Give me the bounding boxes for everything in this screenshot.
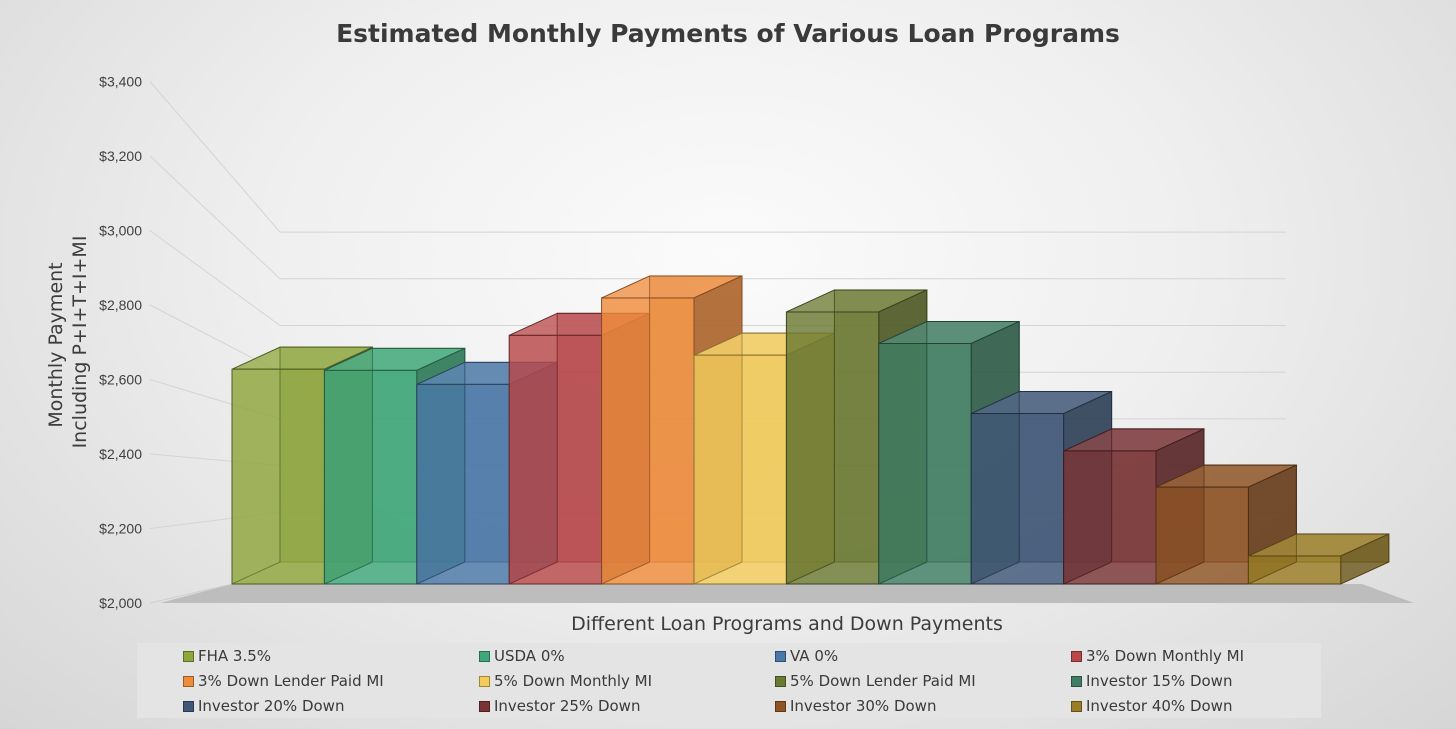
legend-item: Investor 20% Down: [183, 695, 344, 717]
y-axis-label-line-1: Monthly Payment: [45, 262, 67, 427]
chart-floor: [160, 584, 1414, 603]
bar-bottom-edge: [601, 561, 650, 585]
gridline: [149, 155, 1286, 280]
legend-item: FHA 3.5%: [183, 645, 271, 667]
floor-edge: [149, 583, 233, 604]
legend-label: VA 0%: [790, 647, 839, 665]
bar-bottom-edge: [508, 561, 558, 585]
bar-bottom-edge: [970, 561, 1020, 585]
bar-front-face: [970, 413, 1065, 585]
legend-label: Investor 30% Down: [790, 697, 937, 715]
bar-bottom-edge: [878, 561, 928, 585]
legend-item: Investor 40% Down: [1071, 695, 1232, 717]
y-tick-label: $2,200: [99, 521, 142, 537]
x-axis-label: Different Loan Programs and Down Payment…: [571, 613, 1003, 635]
legend-swatch: [775, 650, 786, 662]
bar-front-face: [1063, 450, 1157, 585]
legend-item: 5% Down Lender Paid MI: [775, 670, 976, 692]
bar-front-face: [693, 354, 787, 585]
legend-label: 5% Down Lender Paid MI: [790, 672, 976, 690]
legend: FHA 3.5% USDA 0% VA 0% 3% Down Monthly MI 3%…: [137, 643, 1321, 718]
y-tick-label: $2,400: [99, 446, 142, 462]
bar-front-face: [1155, 486, 1249, 585]
y-tick-label: $3,400: [99, 74, 142, 90]
gridline: [149, 81, 1286, 233]
legend-label: Investor 25% Down: [494, 697, 641, 715]
legend-swatch: [183, 650, 194, 662]
legend-label: USDA 0%: [494, 647, 565, 665]
legend-swatch: [479, 700, 490, 712]
bar-bottom-edge: [324, 561, 373, 585]
legend-swatch: [479, 650, 490, 662]
y-tick-label: $2,600: [99, 372, 142, 388]
legend-swatch: [479, 675, 490, 687]
bar: [1247, 533, 1390, 585]
y-axis-label: Monthly Payment Including P+I+T+I+MI: [45, 236, 91, 449]
bar-front-face: [601, 297, 695, 585]
bar-front-face: [508, 334, 603, 585]
bar-bottom-edge: [1248, 561, 1297, 585]
legend-swatch: [775, 700, 786, 712]
legend-item: 5% Down Monthly MI: [479, 670, 652, 692]
bar-front-face: [231, 368, 325, 585]
bar-bottom-edge: [1155, 561, 1205, 585]
bar-front-face: [878, 342, 972, 585]
bar-front-face: [416, 383, 510, 585]
legend-item: Investor 15% Down: [1071, 670, 1232, 692]
legend-swatch: [1071, 700, 1082, 712]
legend-swatch: [183, 700, 194, 712]
y-axis-ticks: $2,000 $2,200 $2,400 $2,600 $2,800 $3,000 $3,2…: [99, 74, 142, 612]
y-tick-label: $3,000: [99, 223, 142, 239]
bars: [231, 275, 1390, 585]
legend-item: Investor 30% Down: [775, 695, 936, 717]
legend-swatch: [1071, 675, 1082, 687]
y-tick-label: $3,200: [99, 148, 142, 164]
legend-label: 5% Down Monthly MI: [494, 672, 653, 690]
legend-swatch: [775, 675, 786, 687]
legend-swatch: [1071, 650, 1082, 662]
y-axis-label-line-2: Including P+I+T+I+MI: [69, 236, 91, 449]
y-tick-label: $2,800: [99, 297, 142, 313]
bar-front-face: [785, 311, 880, 585]
legend-label: Investor 20% Down: [198, 697, 345, 715]
legend-swatch: [183, 675, 194, 687]
legend-label: 3% Down Monthly MI: [1086, 647, 1245, 665]
legend-item: 3% Down Monthly MI: [1071, 645, 1244, 667]
bar-bottom-edge: [1063, 561, 1112, 585]
bar-bottom-edge: [231, 561, 281, 585]
legend-item: VA 0%: [775, 645, 838, 667]
legend-label: 3% Down Lender Paid MI: [198, 672, 384, 690]
legend-label: Investor 15% Down: [1086, 672, 1233, 690]
bar-bottom-edge: [693, 561, 743, 585]
chart-title: Estimated Monthly Payments of Various Lo…: [336, 19, 1120, 48]
legend-label: FHA 3.5%: [198, 647, 272, 665]
legend-label: Investor 40% Down: [1086, 697, 1233, 715]
bar-bottom-edge: [786, 561, 835, 585]
bar-bottom-edge: [416, 561, 466, 585]
bar-front-face: [323, 369, 418, 585]
legend-item: 3% Down Lender Paid MI: [183, 670, 384, 692]
bar-front-face: [1247, 555, 1342, 585]
legend-item: USDA 0%: [479, 645, 565, 667]
legend-item: Investor 25% Down: [479, 695, 640, 717]
chart-walls: [149, 583, 1414, 604]
y-tick-label: $2,000: [99, 595, 142, 611]
